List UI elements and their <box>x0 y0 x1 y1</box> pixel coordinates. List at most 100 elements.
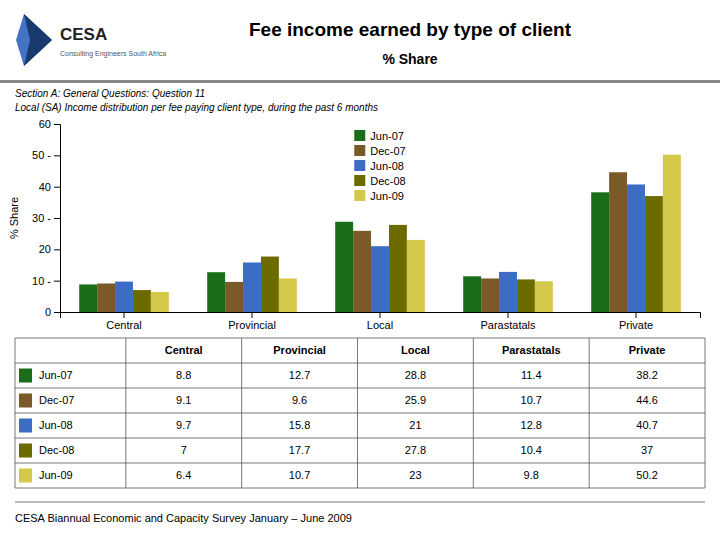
table-swatch <box>19 369 32 383</box>
table-rule <box>589 338 590 488</box>
header-rule <box>0 80 720 83</box>
table-cell: 7 <box>181 444 187 456</box>
table-cell: 11.4 <box>521 369 542 381</box>
y-axis: 010 -2030 -4050 -60 <box>32 118 60 318</box>
y-axis-line <box>54 125 61 313</box>
table-cell: 10.7 <box>289 469 310 481</box>
logo-shape <box>16 14 52 66</box>
bar <box>517 279 535 312</box>
bar <box>279 278 297 312</box>
table-cell: 12.8 <box>521 419 542 431</box>
legend-swatch <box>354 145 365 156</box>
table-row-label: Jun-08 <box>39 419 73 431</box>
legend-entry: Dec-08 <box>354 175 405 187</box>
table-cell: 10.4 <box>521 444 542 456</box>
table-cell: 37 <box>641 444 653 456</box>
legend: Jun-07 Dec-07 Jun-08 Dec-08 Jun-09 <box>354 130 405 202</box>
bar <box>535 281 553 312</box>
y-tick-label: 20 <box>39 243 51 255</box>
chart-root: CESAConsulting Engineers South AfricaFee… <box>0 0 720 540</box>
table-cell: 9.1 <box>176 394 191 406</box>
table-cell: 9.7 <box>176 419 191 431</box>
bar <box>499 272 517 312</box>
y-tick-mark <box>54 155 60 156</box>
x-tick: Parastatals <box>480 312 536 331</box>
table-cell: 12.7 <box>289 369 310 381</box>
table-rule <box>473 338 474 488</box>
bar <box>207 272 225 312</box>
y-tick: 60 <box>39 118 60 130</box>
table-row-label: Jun-09 <box>39 469 73 481</box>
bar <box>591 192 609 312</box>
bar <box>97 283 115 312</box>
x-tick-label: Local <box>367 319 393 331</box>
table-cell: 44.6 <box>636 394 657 406</box>
table-cell: 40.7 <box>636 419 657 431</box>
bar-series <box>115 184 645 312</box>
section-note: Local (SA) Income distribution per fee p… <box>15 102 378 113</box>
bar <box>389 225 407 312</box>
bar <box>371 246 389 312</box>
bar-series <box>133 196 663 312</box>
x-tick: Local <box>367 312 393 331</box>
bar <box>353 231 371 312</box>
table-rule <box>15 463 705 464</box>
y-tick-label: 50 - <box>32 149 51 161</box>
y-tick-label: 60 <box>39 118 51 130</box>
y-tick-mark <box>54 218 60 219</box>
table-header: Provincial <box>273 344 326 356</box>
table-swatch <box>19 419 32 433</box>
legend-label: Jun-09 <box>370 190 404 202</box>
table-header: Parastatals <box>502 344 561 356</box>
bar <box>407 240 425 312</box>
table-cell: 23 <box>409 469 421 481</box>
bar <box>463 276 481 312</box>
table-header: Private <box>629 344 666 356</box>
x-tick-mark <box>380 312 381 318</box>
subtitle: % Share <box>382 51 437 67</box>
y-tick: 50 - <box>32 149 60 161</box>
table-rule <box>15 488 705 489</box>
bar-series <box>79 192 609 312</box>
legend-entry: Dec-07 <box>354 145 405 157</box>
bar <box>225 282 243 312</box>
table-cell: 10.7 <box>521 394 542 406</box>
x-tick: Provincial <box>228 312 276 331</box>
plot: 010 -2030 -4050 -60CentralProvincialLoca… <box>32 118 700 331</box>
table-row-label: Dec-07 <box>39 394 74 406</box>
y-axis-title: % Share <box>8 197 20 239</box>
x-tick-label: Private <box>619 319 653 331</box>
legend-label: Dec-08 <box>370 175 405 187</box>
y-tick-mark <box>54 312 60 313</box>
table-cell: 50.2 <box>636 469 657 481</box>
y-tick: 40 <box>39 181 60 193</box>
x-axis-line <box>61 313 701 319</box>
legend-swatch <box>354 175 365 186</box>
bar <box>261 257 279 312</box>
x-tick: Central <box>106 312 141 331</box>
y-tick-mark <box>54 124 60 125</box>
table-cell: 6.4 <box>176 469 191 481</box>
bar <box>243 262 261 312</box>
legend-swatch <box>354 190 365 201</box>
table-rule <box>15 338 16 488</box>
y-tick-mark <box>54 281 60 282</box>
y-tick-label: 40 <box>39 181 51 193</box>
table-cell: 21 <box>409 419 421 431</box>
legend-label: Dec-07 <box>370 145 405 157</box>
x-tick-mark <box>252 312 253 318</box>
legend-label: Jun-07 <box>370 130 404 142</box>
y-tick-mark <box>54 187 60 188</box>
y-tick: 30 - <box>32 212 60 224</box>
logo-subtext: Consulting Engineers South Africa <box>60 50 166 58</box>
section-note: Section A: General Questions: Question 1… <box>15 88 205 99</box>
legend-label: Jun-08 <box>370 160 404 172</box>
table-header: Central <box>165 344 203 356</box>
table-row-label: Jun-07 <box>39 369 73 381</box>
x-tick-mark <box>636 312 637 318</box>
table-rule <box>357 338 358 488</box>
bar-series <box>151 155 681 312</box>
footer: CESA Biannual Economic and Capacity Surv… <box>15 512 352 524</box>
table-row-label: Dec-08 <box>39 444 74 456</box>
x-tick-mark <box>508 312 509 318</box>
